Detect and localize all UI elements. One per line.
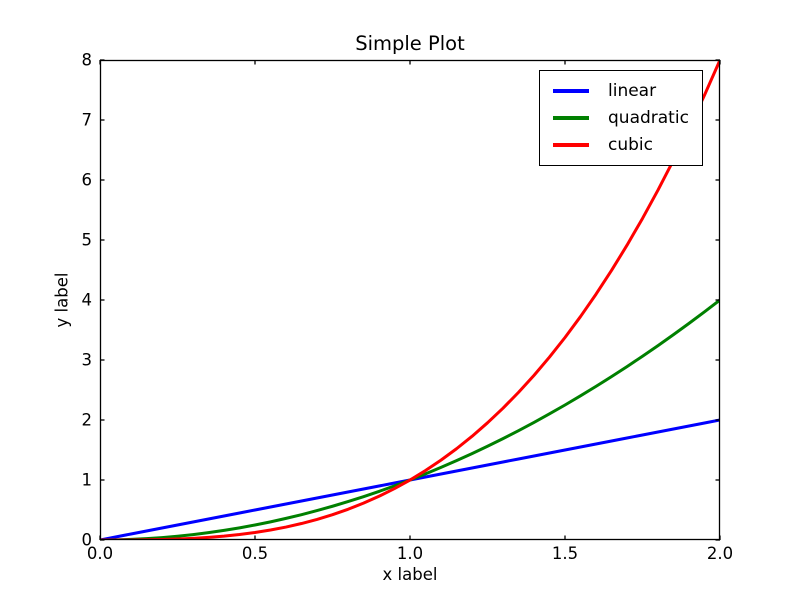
x-tick-label: 1.5 [552, 544, 578, 563]
legend-entry-cubic: cubic [540, 131, 702, 158]
y-tick-label: 4 [82, 291, 93, 310]
x-tick-label: 2.0 [707, 544, 733, 563]
y-tick-label: 0 [82, 531, 93, 550]
series-line-quadratic [100, 298, 720, 540]
x-axis-label: x label [382, 565, 438, 584]
legend-line-sample-cubic [553, 142, 589, 147]
series-line-cubic [100, 60, 720, 540]
y-tick-label: 6 [82, 171, 93, 190]
legend-line-sample-linear [553, 88, 589, 93]
legend-entry-linear: linear [540, 77, 702, 104]
x-tick-label: 0.0 [87, 544, 113, 563]
chart-title: Simple Plot [355, 32, 465, 55]
y-tick-label: 8 [82, 51, 93, 70]
y-tick-label: 7 [82, 111, 93, 130]
y-tick-label: 5 [82, 231, 93, 250]
legend-entry-quadratic: quadratic [540, 104, 702, 131]
y-tick-label: 1 [82, 471, 93, 490]
x-tick-label: 1.0 [397, 544, 423, 563]
legend-label-quadratic: quadratic [608, 107, 689, 128]
y-tick-label: 3 [82, 351, 93, 370]
legend-line-sample-quadratic [553, 115, 589, 120]
legend-label-cubic: cubic [608, 134, 653, 155]
y-tick-label: 2 [82, 411, 93, 430]
legend: linear quadratic cubic [539, 70, 703, 166]
x-tick-label: 0.5 [242, 544, 268, 563]
y-axis-label: y label [52, 272, 72, 328]
legend-label-linear: linear [608, 80, 657, 101]
